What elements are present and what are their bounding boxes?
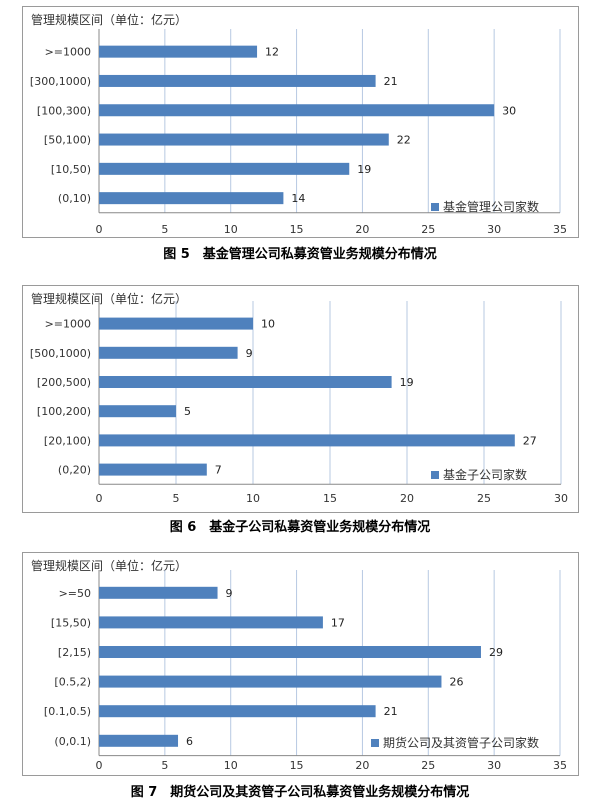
bar <box>99 616 323 629</box>
chart-3-plot: 0 5 10 15 20 25 30 35 >=50 9 [15,50) 17 [2,15) 29 [0.5… <box>44 570 567 772</box>
data-label: 10 <box>261 318 275 331</box>
x-tick-label: 20 <box>400 492 414 505</box>
data-label: 5 <box>184 405 191 418</box>
y-tick-label: >=1000 <box>45 46 91 59</box>
chart-3: 管理规模区间（单位：亿元） 0 5 10 15 20 25 30 35 >=50 9 [15,50)… <box>22 552 579 776</box>
data-label: 9 <box>246 347 253 360</box>
data-label: 21 <box>384 75 398 88</box>
data-label: 9 <box>226 587 233 600</box>
bar <box>99 162 350 175</box>
y-tick-label: [300,1000) <box>30 75 91 88</box>
y-tick-label: [100,200) <box>37 405 91 418</box>
bar <box>99 317 253 330</box>
data-label: 29 <box>489 646 503 659</box>
x-tick-label: 20 <box>355 759 369 772</box>
chart-3-ylabel: 管理规模区间（单位：亿元） <box>31 559 188 573</box>
chart-2: 管理规模区间（单位：亿元） 0 5 10 15 20 25 30 >=1000 10 [500,1… <box>22 285 579 513</box>
bar <box>99 405 176 418</box>
y-tick-label: >=1000 <box>45 318 91 331</box>
bar <box>99 675 442 688</box>
chart-1-caption: 图 5 基金管理公司私募资管业务规模分布情况 <box>163 247 437 262</box>
data-label: 14 <box>291 192 305 205</box>
bar <box>99 705 376 718</box>
bar <box>99 133 389 146</box>
bar <box>99 646 481 658</box>
y-tick-label: [500,1000) <box>30 347 91 360</box>
bar <box>99 376 392 388</box>
data-label: 6 <box>186 735 193 748</box>
chart-1: 管理规模区间（单位：亿元） 0 5 10 15 20 25 30 35 >=1000 12 [300… <box>22 6 579 238</box>
y-tick-label: (0,10) <box>58 192 91 205</box>
x-tick-label: 30 <box>487 223 501 236</box>
bar <box>99 734 179 747</box>
y-tick-label: [0.5,2) <box>54 676 91 689</box>
x-tick-label: 25 <box>477 492 491 505</box>
x-tick-label: 25 <box>421 223 435 236</box>
data-label: 27 <box>523 434 537 447</box>
x-tick-label: 0 <box>96 492 103 505</box>
data-label: 30 <box>502 104 516 117</box>
bar <box>99 586 218 599</box>
chart-1-legend: 基金管理公司家数 <box>431 198 539 215</box>
y-tick-label: [50,100) <box>44 134 91 147</box>
chart-2-plot: 0 5 10 15 20 25 30 >=1000 10 [500,1000) 9 [200,500)… <box>30 301 568 505</box>
bar <box>99 346 238 359</box>
x-tick-label: 20 <box>355 223 369 236</box>
y-tick-label: [200,500) <box>37 376 91 389</box>
y-tick-label: [10,50) <box>51 163 91 176</box>
legend-swatch-icon <box>431 203 439 211</box>
bar <box>99 104 495 117</box>
data-label: 12 <box>265 46 279 59</box>
x-tick-label: 30 <box>554 492 568 505</box>
chart-1-ylabel: 管理规模区间（单位：亿元） <box>31 13 188 27</box>
x-tick-label: 30 <box>487 759 501 772</box>
y-tick-label: (0,20) <box>58 464 91 477</box>
bar <box>99 192 284 205</box>
y-tick-label: [15,50) <box>51 616 91 629</box>
data-label: 21 <box>384 705 398 718</box>
data-label: 22 <box>397 134 411 147</box>
y-tick-label: [2,15) <box>58 646 91 659</box>
x-tick-label: 35 <box>553 759 567 772</box>
x-tick-label: 10 <box>224 759 238 772</box>
chart-3-caption: 图 7 期货公司及其资管子公司私募资管业务规模分布情况 <box>130 785 470 800</box>
y-tick-label: [0.1,0.5) <box>44 705 91 718</box>
chart-3-legend: 期货公司及其资管子公司家数 <box>371 734 539 751</box>
x-tick-label: 5 <box>161 223 168 236</box>
x-tick-label: 15 <box>290 223 304 236</box>
y-tick-label: >=50 <box>59 587 91 600</box>
x-tick-label: 10 <box>224 223 238 236</box>
chart-1-legend-label: 基金管理公司家数 <box>443 200 540 214</box>
x-tick-label: 5 <box>173 492 180 505</box>
data-label: 17 <box>331 616 345 629</box>
bar <box>99 434 515 447</box>
chart-2-legend-label: 基金子公司家数 <box>443 468 528 482</box>
data-label: 19 <box>400 376 414 389</box>
chart-2-caption: 图 6 基金子公司私募资管业务规模分布情况 <box>169 520 431 535</box>
legend-swatch-icon <box>431 471 439 479</box>
bar <box>99 463 207 476</box>
data-label: 7 <box>215 464 222 477</box>
chart-2-ylabel: 管理规模区间（单位：亿元） <box>31 292 188 306</box>
x-tick-label: 5 <box>161 759 168 772</box>
x-tick-label: 15 <box>323 492 337 505</box>
x-tick-label: 0 <box>96 759 103 772</box>
x-tick-label: 15 <box>290 759 304 772</box>
x-tick-label: 35 <box>553 223 567 236</box>
chart-2-legend: 基金子公司家数 <box>431 466 527 483</box>
chart-3-legend-label: 期货公司及其资管子公司家数 <box>383 736 540 750</box>
bar <box>99 74 376 87</box>
x-tick-label: 0 <box>96 223 103 236</box>
y-tick-label: [100,300) <box>37 104 91 117</box>
x-tick-label: 25 <box>421 759 435 772</box>
y-tick-label: [20,100) <box>44 434 91 447</box>
data-label: 26 <box>449 676 463 689</box>
data-label: 19 <box>357 163 371 176</box>
bar <box>99 45 258 58</box>
chart-1-plot: 0 5 10 15 20 25 30 35 >=1000 12 [300,1000) 21 [100,3… <box>30 29 567 236</box>
legend-swatch-icon <box>371 739 379 747</box>
x-tick-label: 10 <box>246 492 260 505</box>
y-tick-label: (0,0.1) <box>54 735 91 748</box>
